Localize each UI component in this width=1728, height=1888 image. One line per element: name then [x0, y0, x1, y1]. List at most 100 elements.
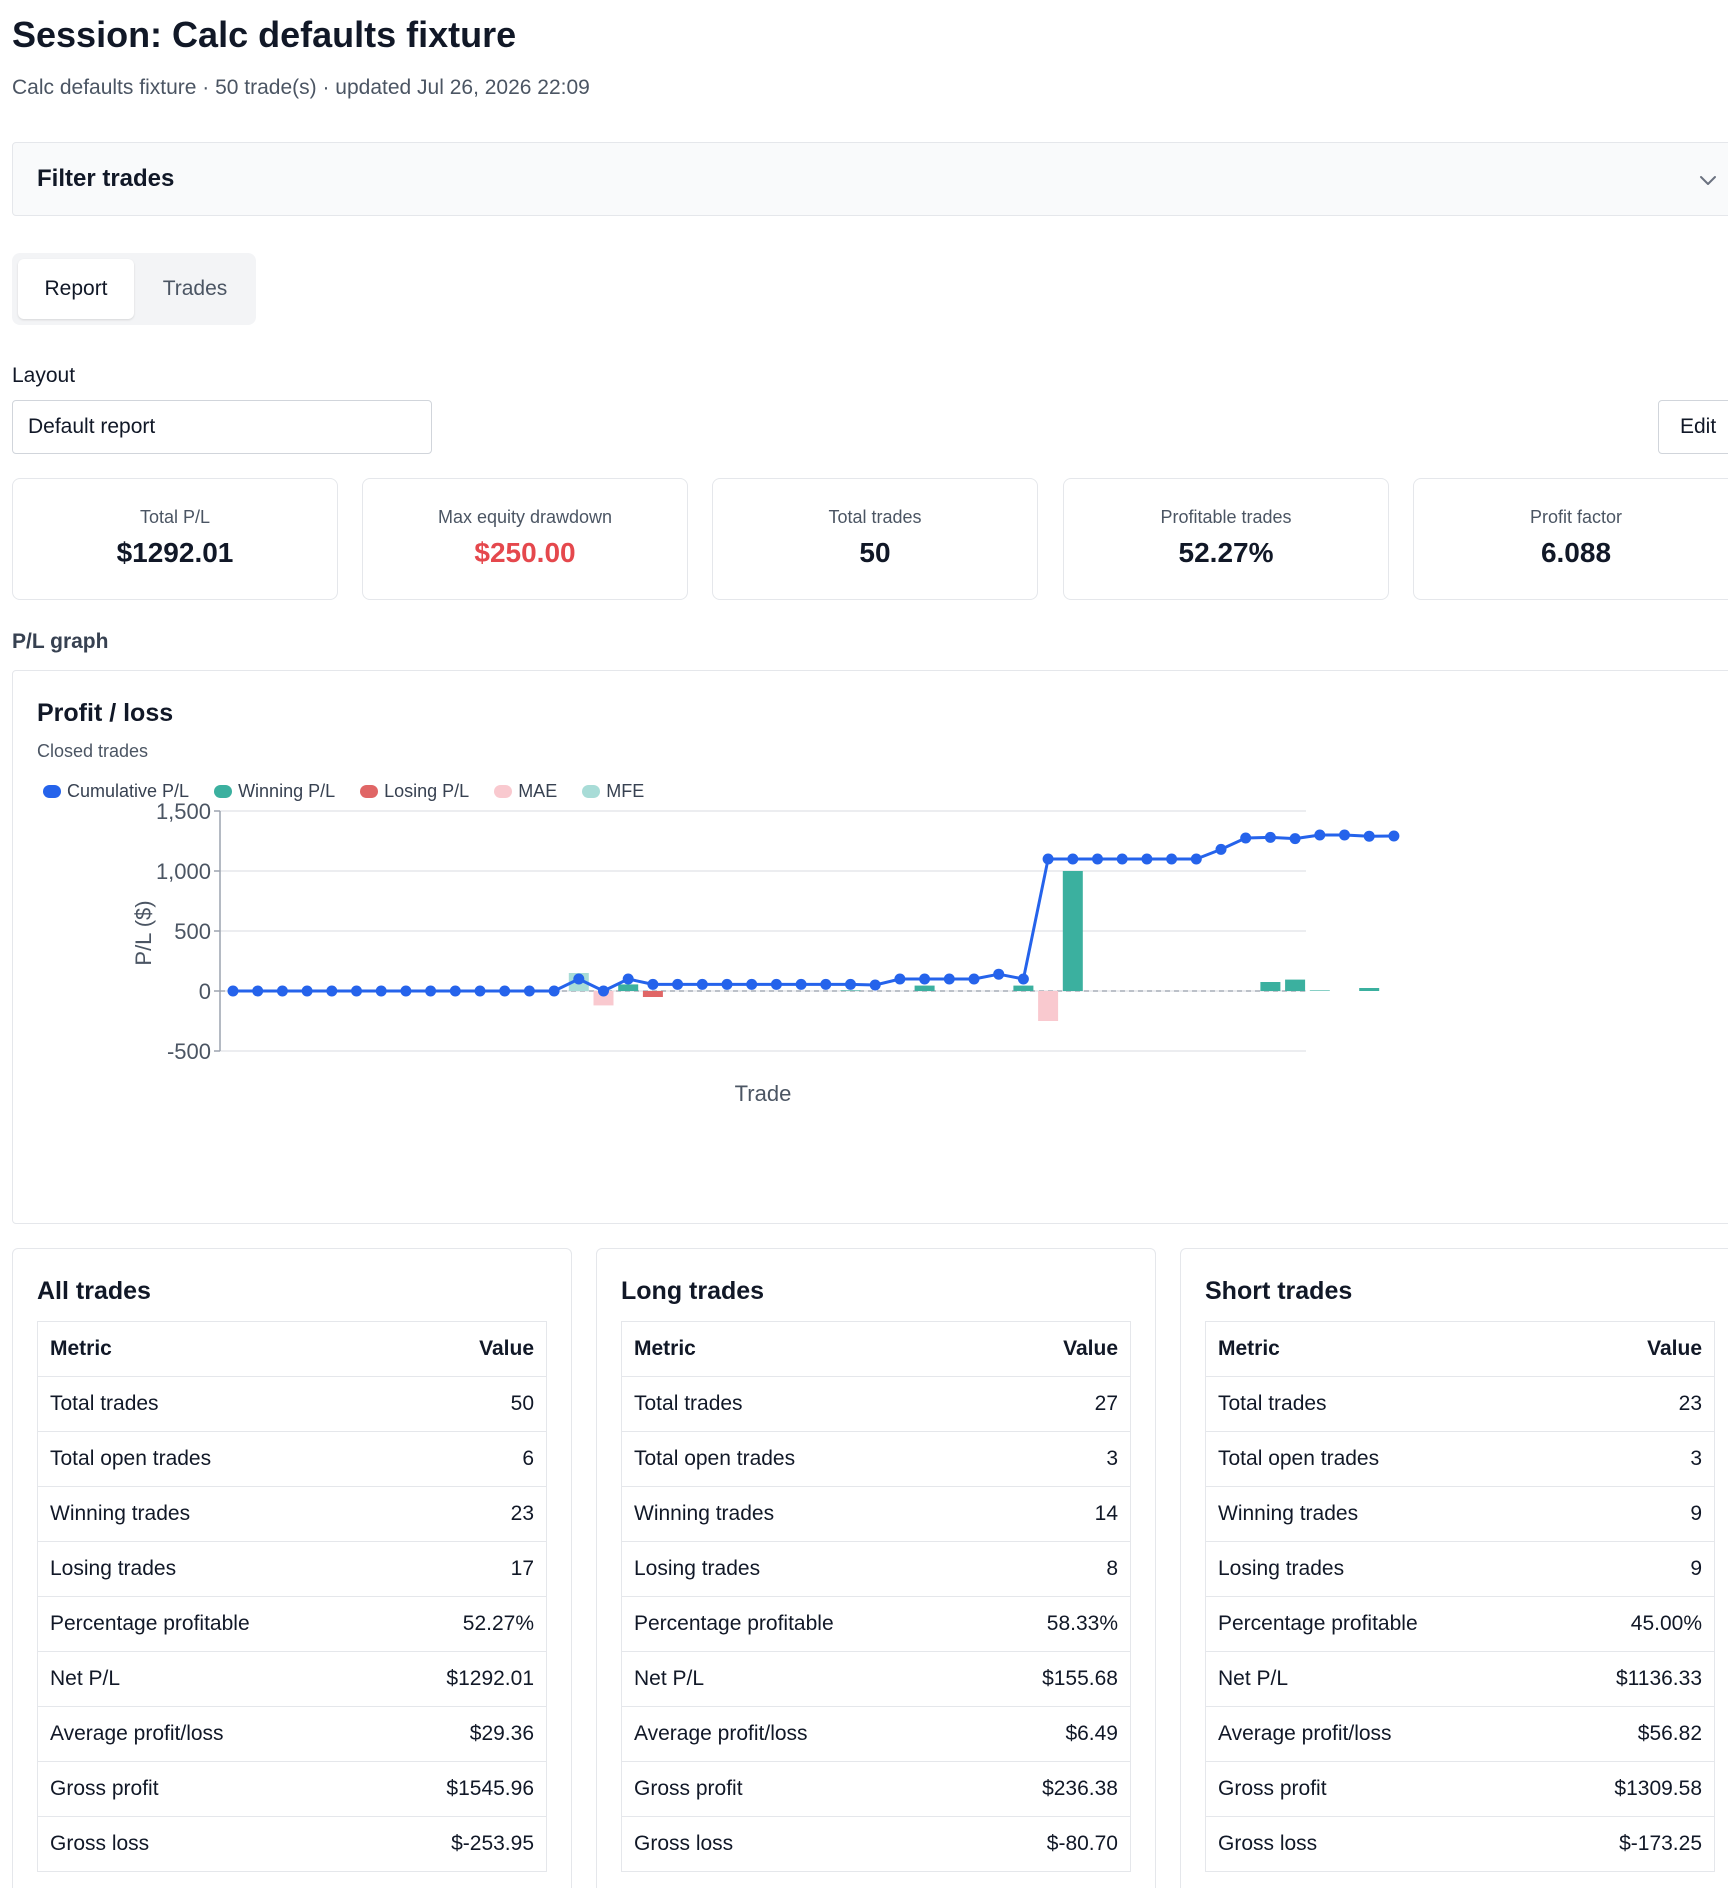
cumulative-point	[499, 985, 511, 997]
table-row: Winning trades 14	[621, 1486, 1131, 1542]
metric-value: $236.38	[973, 1761, 1131, 1817]
tab-report[interactable]: Report	[18, 259, 134, 319]
column-header-metric[interactable]: Metric	[1205, 1321, 1545, 1377]
metrics-table: Metric Value Total trades 27 Total open trad…	[621, 1321, 1131, 1872]
legend-item-cumulative[interactable]: Cumulative P/L	[43, 781, 189, 802]
cumulative-point	[1190, 853, 1202, 865]
filter-trades-title: Filter trades	[37, 165, 175, 192]
winning-bar	[618, 984, 639, 991]
table-row: Total open trades 3	[621, 1431, 1131, 1487]
cumulative-point	[1264, 831, 1276, 843]
chart-title: Profit / loss	[37, 699, 174, 727]
table-row: Average profit/loss $56.82	[1205, 1706, 1715, 1762]
tab-trades[interactable]: Trades	[162, 277, 228, 300]
metric-name: Winning trades	[621, 1486, 973, 1542]
cumulative-point	[1092, 853, 1103, 865]
metric-value: 14	[973, 1486, 1131, 1542]
report-tabs: Report Trades	[12, 253, 256, 325]
metric-value: 52.27%	[376, 1596, 547, 1652]
table-row: Winning trades 23	[37, 1486, 547, 1542]
cumulative-point	[968, 973, 980, 985]
table-row: Winning trades 9	[1205, 1486, 1715, 1542]
cumulative-point	[1289, 833, 1301, 845]
cumulative-point	[919, 973, 931, 985]
metric-value: $1545.96	[376, 1761, 547, 1817]
filter-trades-panel[interactable]: Filter trades	[12, 142, 1728, 216]
legend-label: Cumulative P/L	[67, 780, 190, 801]
layout-select[interactable]: Default report	[12, 400, 432, 454]
metrics-card-short-trades: Short trades Metric Value Total trades 23 To…	[1180, 1248, 1728, 1888]
cumulative-point	[1116, 853, 1128, 865]
stat-card-total-pl: Total P/L $1292.01	[12, 478, 338, 600]
metrics-title: Short trades	[1205, 1277, 1353, 1305]
legend-label: MFE	[606, 780, 645, 801]
winning-bar	[840, 990, 861, 991]
cumulative-line	[233, 833, 1394, 993]
stat-label: Max equity drawdown	[437, 507, 613, 527]
mae-bar	[1038, 991, 1059, 1021]
stat-label: Profitable trades	[1160, 507, 1292, 527]
y-tick-label: 500	[174, 919, 211, 944]
column-header-value[interactable]: Value	[973, 1321, 1131, 1377]
table-row: Total open trades 3	[1205, 1431, 1715, 1487]
cumulative-point	[622, 973, 634, 985]
metric-name: Percentage profitable	[621, 1596, 973, 1652]
metric-value: $1309.58	[1544, 1761, 1715, 1817]
cumulative-point	[820, 978, 832, 990]
legend-item-mae[interactable]: MAE	[494, 781, 557, 802]
winning-bar	[1359, 988, 1380, 991]
cumulative-point	[474, 985, 486, 997]
legend-label: MAE	[518, 780, 558, 801]
metrics-card-long-trades: Long trades Metric Value Total trades 27 Tot…	[596, 1248, 1156, 1888]
cumulative-point	[647, 978, 659, 990]
metric-value: 27	[973, 1376, 1131, 1432]
cumulative-point	[301, 985, 313, 997]
cumulative-point	[1042, 853, 1054, 865]
cumulative-point	[1240, 832, 1252, 844]
metric-name: Total open trades	[621, 1431, 973, 1487]
edit-layout-button[interactable]: Edit	[1658, 400, 1728, 454]
stat-value: 6.088	[1540, 537, 1612, 568]
page-subtitle: Calc defaults fixture · 50 trade(s) · up…	[12, 76, 590, 99]
cumulative-point	[993, 968, 1005, 980]
metric-value: $-80.70	[973, 1816, 1131, 1872]
cumulative-point	[1215, 843, 1227, 855]
table-row: Losing trades 17	[37, 1541, 547, 1597]
chevron-down-icon[interactable]	[1697, 169, 1719, 191]
metric-name: Total trades	[621, 1376, 973, 1432]
legend-swatch	[582, 784, 601, 798]
column-header-metric[interactable]: Metric	[37, 1321, 377, 1377]
metric-value: $6.49	[973, 1706, 1131, 1762]
metric-value: $-173.25	[1544, 1816, 1715, 1872]
legend-item-winning[interactable]: Winning P/L	[214, 781, 335, 802]
cumulative-point	[449, 985, 461, 997]
cumulative-point	[672, 978, 684, 990]
metric-value: 9	[1544, 1541, 1715, 1597]
metric-name: Total trades	[37, 1376, 377, 1432]
metrics-table: Metric Value Total trades 23 Total open trad…	[1205, 1321, 1715, 1872]
legend-item-mfe[interactable]: MFE	[582, 781, 644, 802]
legend-swatch	[360, 784, 379, 798]
metric-name: Percentage profitable	[37, 1596, 377, 1652]
column-header-value[interactable]: Value	[376, 1321, 547, 1377]
metric-value: 3	[1544, 1431, 1715, 1487]
winning-bar	[1013, 985, 1034, 991]
metric-name: Gross profit	[37, 1761, 377, 1817]
cumulative-point	[1141, 853, 1153, 865]
cumulative-point	[696, 978, 708, 990]
legend-item-losing[interactable]: Losing P/L	[360, 781, 469, 802]
table-row: Average profit/loss $6.49	[621, 1706, 1131, 1762]
table-row: Gross loss $-80.70	[621, 1816, 1131, 1872]
metric-name: Net P/L	[37, 1651, 377, 1707]
legend-swatch	[214, 784, 233, 798]
cumulative-point	[351, 985, 362, 997]
stat-card-profit-factor: Profit factor 6.088	[1413, 478, 1728, 600]
winning-bar	[1309, 990, 1330, 991]
cumulative-point	[1017, 973, 1029, 985]
column-header-metric[interactable]: Metric	[621, 1321, 973, 1377]
cumulative-point	[425, 985, 437, 997]
table-row: Net P/L $1136.33	[1205, 1651, 1715, 1707]
cumulative-point	[1363, 830, 1375, 842]
cumulative-point	[1339, 829, 1350, 841]
column-header-value[interactable]: Value	[1544, 1321, 1715, 1377]
